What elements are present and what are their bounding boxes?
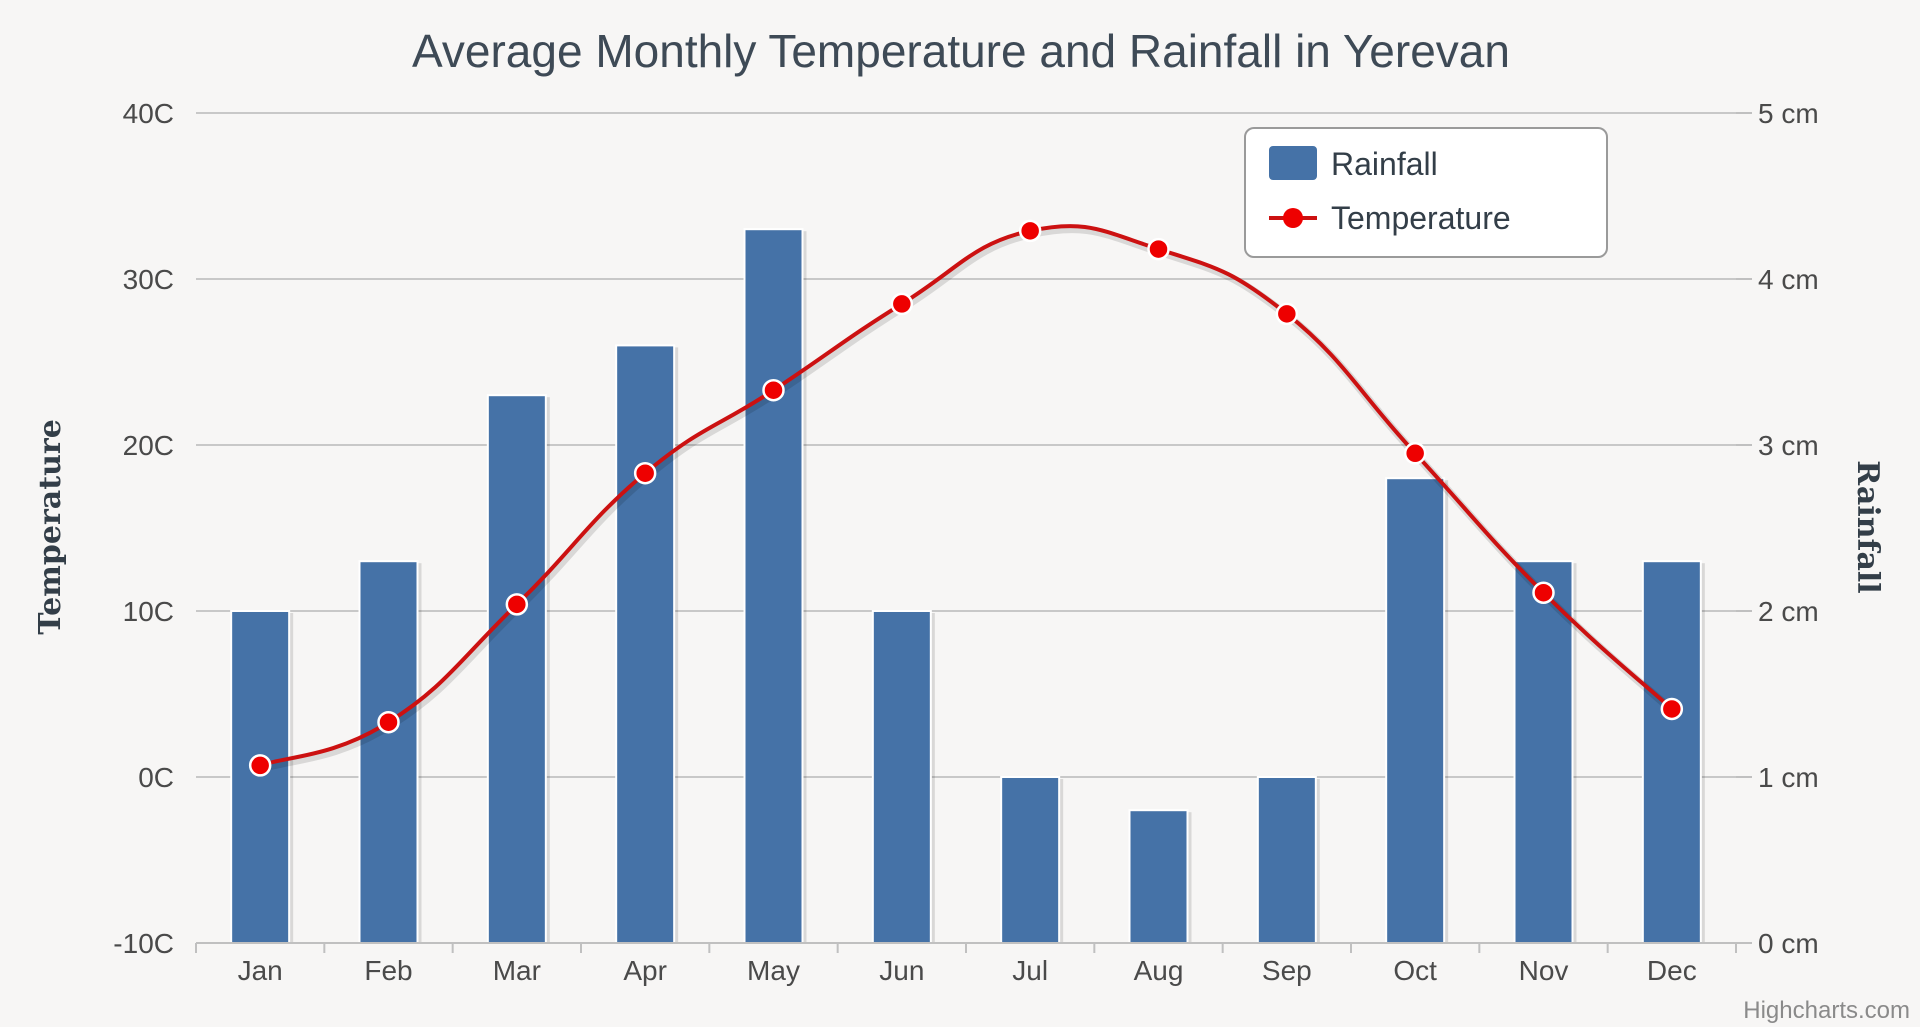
y-left-tick-label: 20C xyxy=(123,430,174,461)
y-left-tick-label: -10C xyxy=(113,928,174,959)
rainfall-bar[interactable] xyxy=(1128,809,1189,945)
legend[interactable]: Rainfall Temperature xyxy=(1244,127,1608,258)
temperature-point[interactable] xyxy=(505,593,529,616)
x-tick-label: Aug xyxy=(1134,955,1184,986)
temperature-point[interactable] xyxy=(1147,237,1170,261)
y-right-tick-label: 1 cm xyxy=(1758,762,1819,793)
x-tick-label: Mar xyxy=(493,955,541,986)
x-tick-label: Nov xyxy=(1519,955,1569,986)
rainfall-bar[interactable] xyxy=(358,560,419,944)
temperature-point[interactable] xyxy=(890,292,914,316)
rainfall-bar[interactable] xyxy=(1641,560,1702,944)
y-left-tick-label: 40C xyxy=(123,98,174,129)
y-left-tick-label: 0C xyxy=(138,762,174,793)
y-right-tick-label: 2 cm xyxy=(1758,596,1819,627)
legend-box xyxy=(1244,127,1608,258)
credits-link[interactable]: Highcharts.com xyxy=(1743,997,1910,1024)
y-right-tick-label: 3 cm xyxy=(1758,430,1819,461)
temperature-point[interactable] xyxy=(248,754,272,777)
chart-title: Average Monthly Temperature and Rainfall… xyxy=(412,25,1510,77)
legend-rainfall-swatch xyxy=(1269,146,1317,180)
rainfall-bar[interactable] xyxy=(230,610,291,944)
temperature-point[interactable] xyxy=(762,378,785,402)
rainfall-bar[interactable] xyxy=(486,394,547,944)
y-left-tick-label: 30C xyxy=(123,264,174,295)
x-tick-label: Jun xyxy=(879,955,924,986)
rainfall-bars xyxy=(230,228,1705,945)
x-tick-label: Jan xyxy=(238,955,283,986)
temperature-point[interactable] xyxy=(377,710,400,734)
rainfall-bar[interactable] xyxy=(743,228,804,944)
legend-item-temperature[interactable]: Temperature xyxy=(1269,200,1511,236)
temperature-line-shadow xyxy=(260,225,1677,773)
legend-item-rainfall[interactable]: Rainfall xyxy=(1269,146,1438,182)
temperature-point[interactable] xyxy=(633,461,657,485)
legend-rainfall-label: Rainfall xyxy=(1331,146,1438,182)
y-axis-left-title: Temperature xyxy=(33,419,68,635)
x-tick-label: Apr xyxy=(623,955,667,986)
rainfall-bar[interactable] xyxy=(1000,776,1061,944)
rainfall-bar[interactable] xyxy=(615,344,676,944)
legend-temperature-marker xyxy=(1283,208,1303,228)
y-right-tick-label: 4 cm xyxy=(1758,264,1819,295)
temperature-point[interactable] xyxy=(1660,697,1684,721)
y-right-tick-label: 0 cm xyxy=(1758,928,1819,959)
x-tick-label: Jul xyxy=(1012,955,1048,986)
axes: -10C 0C 10C 20C 30C 40C 0 cm 1 cm 2 cm 3 cm 4 cm 5 … xyxy=(113,98,1818,986)
rainfall-bar[interactable] xyxy=(1385,477,1446,944)
x-tick-label: Oct xyxy=(1393,955,1437,986)
temperature-line-path xyxy=(259,224,1674,768)
y-left-tick-label: 10C xyxy=(123,596,174,627)
temperature-point[interactable] xyxy=(1403,442,1427,465)
rainfall-bar[interactable] xyxy=(1513,560,1574,944)
temperature-point[interactable] xyxy=(1275,302,1299,326)
temperature-point[interactable] xyxy=(1018,219,1042,243)
rainfall-bar[interactable] xyxy=(871,610,932,944)
rainfall-bar[interactable] xyxy=(1256,776,1317,944)
x-tick-label: May xyxy=(747,955,800,986)
temperature-line xyxy=(248,219,1684,777)
legend-temperature-label: Temperature xyxy=(1331,200,1511,236)
temperature-point[interactable] xyxy=(1532,581,1555,604)
y-right-tick-label: 5 cm xyxy=(1758,98,1819,129)
x-tick-label: Dec xyxy=(1647,955,1697,986)
y-axis-right-title: Rainfall xyxy=(1850,460,1885,593)
x-tick-label: Feb xyxy=(364,955,412,986)
x-tick-label: Sep xyxy=(1262,955,1312,986)
